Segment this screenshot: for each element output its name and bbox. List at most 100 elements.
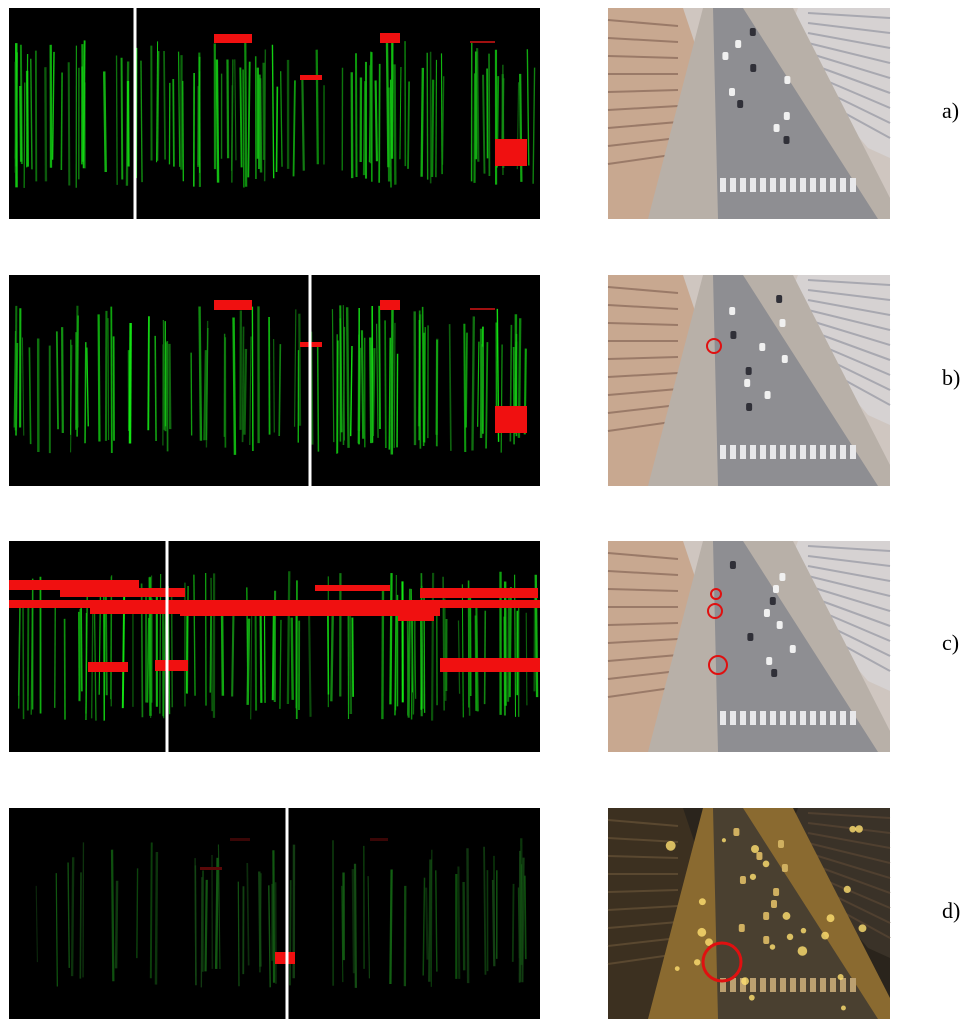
detection-block <box>380 300 400 310</box>
crosswalk-stripe <box>720 445 726 459</box>
crosswalk-stripe <box>790 178 796 192</box>
streak <box>227 60 228 159</box>
crosswalk-stripe <box>800 978 806 992</box>
crosswalk-stripe <box>760 445 766 459</box>
streak <box>525 876 526 959</box>
detection-block <box>470 308 495 310</box>
streak <box>353 869 354 973</box>
streak <box>256 612 257 711</box>
streak <box>277 87 278 172</box>
streak <box>234 318 235 455</box>
streak <box>200 306 201 440</box>
crosswalk-stripe <box>750 445 756 459</box>
streak <box>422 68 423 177</box>
street-light <box>859 924 867 932</box>
streak <box>318 347 319 452</box>
streak <box>69 62 70 185</box>
car <box>784 112 790 120</box>
streak <box>210 609 211 693</box>
streak <box>45 67 46 181</box>
car <box>730 331 736 339</box>
streak <box>122 58 123 180</box>
streak <box>99 314 100 441</box>
crosswalk-stripe <box>740 445 746 459</box>
street-light <box>741 977 749 985</box>
detection-block <box>495 406 527 433</box>
streak <box>426 888 427 960</box>
street-light <box>675 966 680 971</box>
crosswalk-stripe <box>820 178 826 192</box>
streak <box>508 595 509 701</box>
crosswalk-stripe <box>810 978 816 992</box>
street-light <box>763 861 770 868</box>
panel-label: d) <box>942 898 960 923</box>
street-light <box>783 912 791 920</box>
car <box>746 403 752 411</box>
streak <box>260 78 261 172</box>
streak <box>252 307 253 451</box>
streak <box>432 80 433 177</box>
streak <box>245 40 246 187</box>
car <box>771 900 777 908</box>
streak <box>390 869 391 984</box>
streak <box>116 881 117 969</box>
car <box>763 936 769 944</box>
streak <box>390 573 391 704</box>
street-light <box>821 932 829 940</box>
streak <box>407 607 408 713</box>
streak <box>62 327 63 433</box>
streak <box>391 80 392 188</box>
car <box>773 585 779 593</box>
car <box>735 40 741 48</box>
streak <box>397 354 398 448</box>
crosswalk-stripe <box>770 445 776 459</box>
street-light <box>750 874 756 880</box>
street-light <box>838 974 844 980</box>
streak <box>27 54 28 167</box>
timeline-a <box>9 8 540 219</box>
streak <box>513 884 514 962</box>
streak <box>248 619 249 705</box>
streak <box>481 347 482 438</box>
crosswalk-stripe <box>770 978 776 992</box>
streak <box>477 48 478 162</box>
crosswalk-stripe <box>820 978 826 992</box>
streak <box>464 882 465 970</box>
car <box>765 391 771 399</box>
car <box>730 561 736 569</box>
detection-block <box>420 588 538 598</box>
street-light <box>827 914 835 922</box>
streak <box>191 353 192 436</box>
car <box>722 52 728 60</box>
crosswalk-stripe <box>840 978 846 992</box>
streak <box>81 601 82 692</box>
panel-label: b) <box>942 365 960 390</box>
streak <box>195 858 196 976</box>
camera-frames <box>608 8 890 1019</box>
detection-block <box>300 75 322 80</box>
detection-block <box>214 34 252 43</box>
streak <box>199 53 200 187</box>
streak <box>261 604 262 703</box>
car <box>776 295 782 303</box>
streak <box>423 307 424 446</box>
crosswalk-stripe <box>760 178 766 192</box>
crosswalk-stripe <box>840 178 846 192</box>
streak <box>82 44 83 162</box>
crosswalk-stripe <box>850 445 856 459</box>
car <box>739 924 745 932</box>
detection-block <box>155 660 188 671</box>
streak <box>347 307 348 448</box>
streak <box>464 324 465 452</box>
streak <box>108 318 109 440</box>
crosswalk-stripe <box>740 711 746 725</box>
car <box>766 657 772 665</box>
street-light <box>722 838 726 842</box>
street-frame <box>608 541 890 752</box>
streak <box>260 873 261 972</box>
crosswalk-stripe <box>740 178 746 192</box>
car <box>750 28 756 36</box>
crosswalk-stripe <box>820 711 826 725</box>
car <box>770 597 776 605</box>
streak <box>425 327 426 443</box>
